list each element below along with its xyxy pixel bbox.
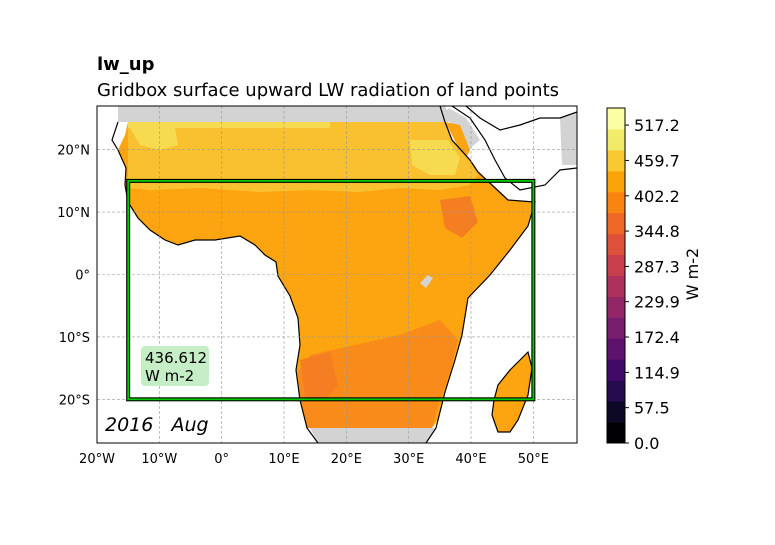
plot-short-title: lw_up [97,54,155,75]
lat-tick-label: 10°S [59,331,90,346]
colorbar-segment [607,191,625,214]
colorbar-segment [607,149,625,172]
arabia-fragment [445,122,470,160]
map-frame [96,105,578,444]
colorbar-label: W m-2 [683,248,702,300]
annotation-background [141,346,209,386]
colorbar-segment [607,254,625,276]
colorbar-tick-label: 114.9 [634,363,680,382]
colorbar-tick-label: 344.8 [634,222,680,241]
colorbar-tick-label: 517.2 [634,116,680,135]
annotation-units: W m-2 [145,367,194,385]
latitude-ticks: 20°N 10°N 0° 10°S 20°S [57,144,90,409]
lat-tick-label: 20°S [59,393,90,408]
madagascar-coastline [491,350,533,433]
colorbar-segment [607,233,625,256]
colorbar-segment [607,317,625,339]
colorbar-tick-label: 229.9 [634,293,680,312]
lon-tick-label: 30°E [393,452,424,467]
colorbar-segment [607,401,625,423]
longitude-ticks: 20°W 10°W 0° 10°E 20°E 30°E 40°E 50°E [79,452,549,467]
colorbar-tick-label: 172.4 [634,328,680,347]
colorbar-segments [607,108,625,444]
lon-tick-label: 10°E [268,452,299,467]
kalahari-hot-patch [300,352,338,400]
plot-long-title: Gridbox surface upward LW radiation of l… [97,80,560,101]
date-label: 2016 Aug [105,414,209,436]
map-panel: 20°W 10°W 0° 10°E 20°E 30°E 40°E 50°E 20°N 10°N 0… [57,105,578,467]
colorbar-tick-label: 57.5 [634,399,670,418]
lon-tick-label: 40°E [455,452,486,467]
sahara-hot-patch-east [410,140,460,175]
mean-value-annotation: 436.612 W m-2 [141,346,209,386]
sahara-hot-patch-north [128,122,330,128]
region-box [127,179,535,401]
lat-tick-label: 0° [75,269,90,284]
lon-tick-label: 0° [214,452,229,467]
sahel-hot-patch [440,196,478,238]
madagascar-land [492,352,532,432]
colorbar-tick-label: 287.3 [634,257,680,276]
lat-tick-label: 10°N [57,206,90,221]
colorbar-segment [607,359,625,381]
lat-tick-label: 20°N [57,144,90,159]
colorbar-ticks: 0.0 57.5 114.9 172.4 229.9 287.3 344.8 402.2 459… [625,116,680,453]
colorbar-segment [607,296,625,318]
arabia-coastline [451,106,577,191]
colorbar-tick-label: 402.2 [634,187,680,206]
colorbar-segment [607,128,625,151]
colorbar-segment [607,108,625,130]
masked-land [118,106,577,443]
lon-tick-label: 10°W [141,452,177,467]
colorbar-segment [607,422,625,444]
lon-tick-label: 20°E [331,452,362,467]
colorbar-segment [607,380,625,402]
colorbar-frame [606,107,626,444]
colorbar-segment [607,338,625,360]
colorbar: 0.0 57.5 114.9 172.4 229.9 287.3 344.8 402.2 459… [606,107,702,453]
africa-coastline [111,106,536,443]
colorbar-segment [607,275,625,297]
lon-tick-label: 20°W [79,452,115,467]
lake-victoria [420,275,433,288]
sahara-hot-patch-west [130,128,178,150]
map-gridlines [97,106,577,443]
colorbar-segment [607,212,625,235]
north-warm-zone [128,122,478,192]
colorbar-tick-label: 459.7 [634,151,680,170]
annotation-value: 436.612 [145,349,207,367]
colorbar-tick-label: 0.0 [634,434,659,453]
colorbar-segment [607,170,625,193]
lon-tick-label: 50°E [518,452,549,467]
